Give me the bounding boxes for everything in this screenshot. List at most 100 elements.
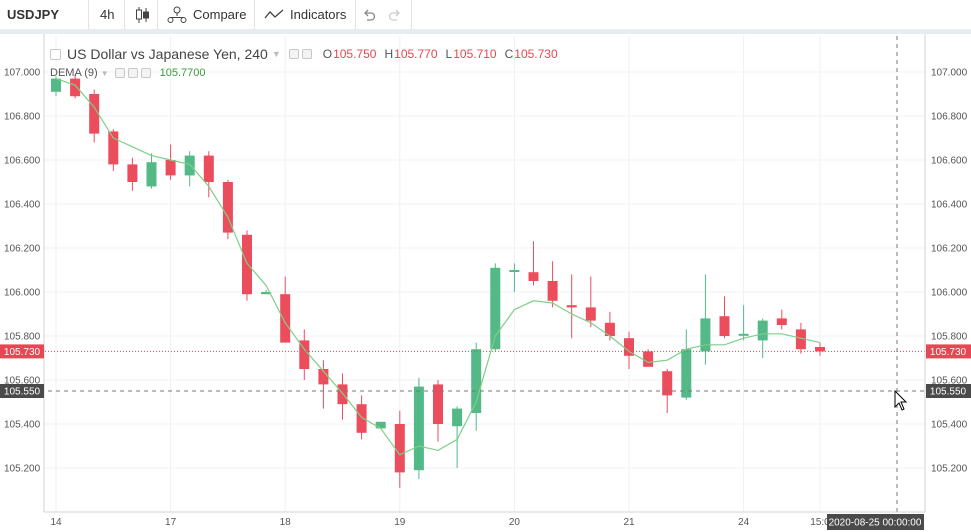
- time-tick-label: 14: [50, 517, 62, 528]
- candle-body: [624, 338, 634, 356]
- time-tick-label: 18: [280, 517, 292, 528]
- price-tick-label: 105.800: [4, 332, 41, 343]
- chart-type-button[interactable]: [134, 0, 150, 29]
- price-tick-label: 106.000: [4, 288, 41, 299]
- candle-body: [509, 270, 520, 272]
- dema-legend[interactable]: DEMA (9) ▼ 105.7700: [50, 67, 206, 79]
- candle: [643, 349, 654, 367]
- price-chart[interactable]: 107.000 106.800 106.600 106.400 106.200 106.0…: [0, 34, 971, 532]
- candle: [165, 144, 176, 180]
- price-tick-label: 107.000: [931, 68, 968, 79]
- time-tick-label: 20: [509, 517, 521, 528]
- candle: [261, 289, 272, 295]
- candle: [127, 157, 138, 191]
- price-tick-label: 105.400: [931, 420, 968, 431]
- toolbar-divider: [355, 0, 356, 29]
- undo-button[interactable]: [362, 0, 376, 29]
- candle-body: [203, 155, 214, 182]
- left-price-axis[interactable]: 107.000 106.800 106.600 106.400 106.200 106.0…: [4, 68, 41, 475]
- collapse-legend-icon[interactable]: [50, 48, 61, 60]
- candle-body: [795, 329, 806, 350]
- candle: [547, 261, 558, 308]
- redo-button[interactable]: [388, 0, 402, 29]
- candle-body: [184, 155, 195, 176]
- high-value: 105.770: [394, 47, 438, 61]
- right-price-axis[interactable]: 107.000 106.800 106.600 106.400 106.200 106.0…: [931, 68, 968, 475]
- candle-body: [222, 182, 233, 233]
- indicators-button[interactable]: Indicators: [264, 0, 346, 29]
- candle-body: [528, 272, 539, 281]
- time-tick-label: 17: [165, 517, 177, 528]
- candle: [413, 377, 424, 479]
- settings-icon[interactable]: [127, 68, 138, 78]
- toolbar-bottom-border: [0, 29, 971, 34]
- candle: [471, 342, 482, 431]
- candle-body: [299, 340, 310, 369]
- candle: [528, 241, 539, 286]
- toolbar-divider: [124, 0, 125, 29]
- eye-icon[interactable]: [114, 68, 125, 78]
- compare-button[interactable]: Compare: [167, 0, 246, 29]
- candles-icon: [136, 6, 149, 23]
- candle-body: [662, 371, 673, 396]
- candle: [318, 360, 329, 409]
- candle: [738, 305, 749, 341]
- toolbar-divider: [157, 0, 158, 29]
- chevron-down-icon[interactable]: ▼: [271, 49, 281, 59]
- candle: [776, 309, 787, 330]
- candle-body: [337, 384, 348, 405]
- compare-label: Compare: [193, 7, 247, 22]
- candle-body: [242, 234, 252, 295]
- crosshair-time-label: 2020-08-25 00:00:00: [827, 514, 924, 530]
- last-price-label-right: 105.730: [926, 344, 971, 359]
- svg-text:105.730: 105.730: [4, 347, 41, 358]
- candle-body: [261, 292, 272, 295]
- time-tick-label: 15:0: [810, 517, 830, 528]
- time-axis[interactable]: 14 17 18 19 20 21 24 15:0: [50, 517, 830, 528]
- price-tick-label: 106.400: [931, 200, 968, 211]
- candle: [203, 151, 214, 198]
- candle: [146, 153, 157, 189]
- close-icon[interactable]: [140, 68, 151, 78]
- close-key: C: [504, 47, 514, 61]
- eye-icon[interactable]: [288, 49, 299, 59]
- toolbar-divider: [254, 0, 255, 29]
- candle: [299, 329, 310, 380]
- svg-text:2020-08-25 00:00:00: 2020-08-25 00:00:00: [829, 518, 922, 529]
- settings-icon[interactable]: [301, 49, 312, 59]
- price-tick-label: 105.200: [931, 464, 968, 475]
- candle-body: [375, 421, 386, 429]
- candle: [280, 276, 291, 343]
- candle-body: [165, 160, 176, 176]
- candle: [394, 410, 405, 488]
- candle-body: [604, 322, 615, 336]
- price-tick-label: 106.400: [4, 200, 41, 211]
- symbol-search[interactable]: USDJPY: [7, 7, 60, 22]
- interval-button[interactable]: 4h: [100, 7, 115, 22]
- svg-text:105.550: 105.550: [4, 387, 41, 398]
- candle-body: [738, 333, 749, 336]
- candle: [681, 329, 692, 400]
- candle-body: [433, 384, 443, 424]
- redo-icon: [388, 9, 400, 21]
- candle-body: [471, 349, 482, 413]
- toolbar-divider: [88, 0, 89, 29]
- candle-body: [280, 294, 291, 343]
- candle: [70, 74, 81, 99]
- candle: [108, 129, 119, 171]
- close-value: 105.730: [514, 47, 558, 61]
- candle-body: [776, 318, 787, 325]
- low-key: L: [445, 47, 453, 61]
- mouse-cursor-icon: [894, 389, 908, 411]
- candle-body: [757, 320, 768, 341]
- price-tick-label: 106.000: [931, 288, 968, 299]
- candles: [51, 74, 825, 488]
- price-tick-label: 106.200: [931, 244, 968, 255]
- candle-body: [585, 307, 596, 321]
- chevron-down-icon[interactable]: ▼: [100, 68, 109, 78]
- candle-body: [643, 351, 654, 367]
- price-tick-label: 106.800: [4, 112, 41, 123]
- main-series-legend[interactable]: US Dollar vs Japanese Yen, 240 ▼ O 105.75…: [50, 46, 558, 62]
- candle: [375, 421, 386, 429]
- dema-value: 105.7700: [159, 67, 206, 79]
